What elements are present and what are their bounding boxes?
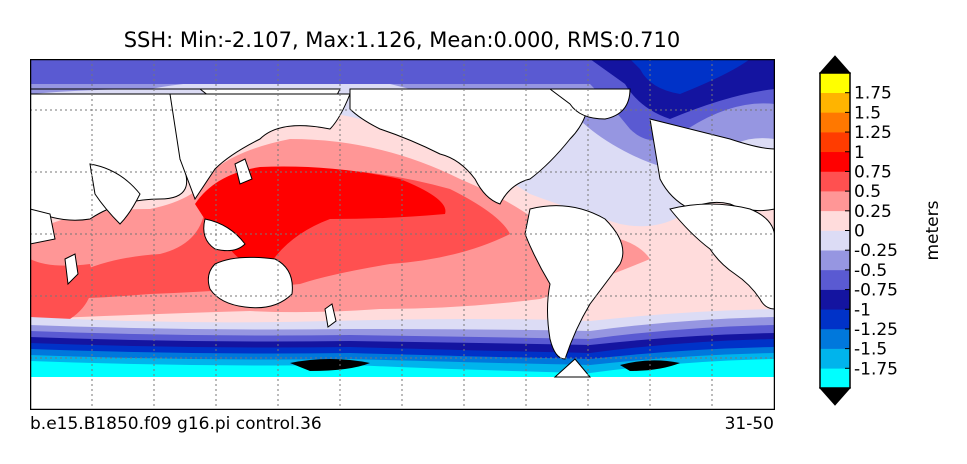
gridlines (30, 59, 775, 410)
colorbar-segment (820, 348, 850, 369)
colorbar-extend-over (818, 55, 852, 74)
colorbar-tick-label: 0.25 (854, 202, 892, 222)
colorbar-segment (820, 171, 850, 192)
land-south-america (524, 205, 624, 360)
land-australia (207, 256, 293, 309)
footer-right: 31-50 (724, 414, 774, 434)
map-frame (30, 59, 775, 410)
colorbar-segment (820, 73, 850, 93)
footer-left: b.e15.B1850.f09 g16.pi control.36 (30, 414, 322, 434)
colorbar-segment (820, 328, 850, 349)
land-new-zealand (324, 303, 337, 328)
land-africa-west (669, 203, 775, 310)
colorbar-segment (820, 112, 850, 133)
chart-title: SSH: Min:-2.107, Max:1.126, Mean:0.000, … (123, 28, 681, 52)
colorbar-tick-label: -0.75 (854, 281, 898, 301)
colorbar-segment (820, 230, 850, 251)
colorbar: -1.75-1.5-1.25-1-0.75-0.5-0.2500.250.50.… (818, 55, 943, 406)
contour-south-min-1 (290, 359, 370, 371)
colorbar-segment (820, 92, 850, 113)
colorbar-tick-label: -0.25 (854, 241, 898, 261)
colorbar-segment (820, 132, 850, 153)
land-india-indochina (89, 163, 141, 225)
land-north-america (349, 88, 591, 205)
colorbar-segment (820, 151, 850, 172)
colorbar-tick-label: 1 (854, 143, 865, 163)
land-japan (234, 158, 253, 185)
colorbar-tick-label: -0.5 (854, 261, 887, 281)
colorbar-extend-under (818, 387, 852, 406)
land-asia-east (169, 93, 351, 201)
colorbar-tick-label: 0 (854, 222, 865, 242)
land-maritime-continent (203, 218, 246, 252)
contour-pos-075 (195, 166, 446, 265)
colorbar-tick-label: -1 (854, 300, 871, 320)
colorbar-tick-label: 1.75 (854, 84, 892, 104)
colorbar-tick-label: -1.25 (854, 320, 898, 340)
ssh-map (30, 59, 775, 410)
land-madagascar (64, 253, 79, 286)
contour-north-neg-05 (30, 59, 775, 171)
colorbar-segment (820, 210, 850, 231)
colorbar-label: meters (923, 200, 943, 260)
colorbar-segment (820, 309, 850, 330)
colorbar-segment (820, 191, 850, 212)
colorbar-segment (820, 250, 850, 271)
land-africa-horn (30, 208, 56, 245)
colorbar-segment (820, 368, 850, 389)
colorbar-tick-label: -1.5 (854, 340, 887, 360)
colorbar-tick-label: 0.5 (854, 182, 881, 202)
colorbar-tick-label: -1.75 (854, 359, 898, 379)
colorbar-tick-label: 1.25 (854, 123, 892, 143)
colorbar-segment (820, 289, 850, 310)
antarctic-peninsula (553, 358, 592, 378)
colorbar-tick-label: 0.75 (854, 162, 892, 182)
colorbar-segment (820, 269, 850, 290)
land-greenland (548, 88, 631, 120)
contour-north-neg-125 (630, 59, 750, 94)
colorbar-tick-label: 1.5 (854, 103, 881, 123)
